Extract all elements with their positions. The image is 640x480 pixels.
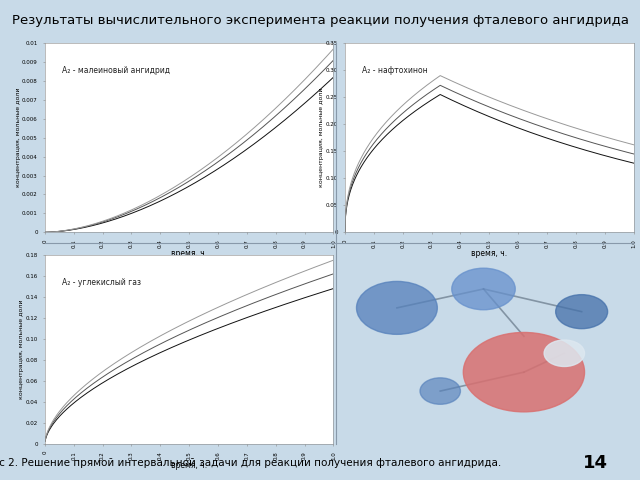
Circle shape [452,268,515,310]
Circle shape [420,378,460,404]
Text: 14: 14 [582,454,608,472]
Circle shape [356,281,437,335]
Y-axis label: концентрация, мольные доли: концентрация, мольные доли [16,88,20,188]
Y-axis label: концентрация, мольные доли: концентрация, мольные доли [319,88,324,188]
Circle shape [463,333,584,412]
Text: А₂ - малеиновый ангидрид: А₂ - малеиновый ангидрид [62,66,170,75]
X-axis label: время, ч.: время, ч. [171,249,207,258]
Y-axis label: концентрация, мольные доли: концентрация, мольные доли [19,300,24,399]
Text: А₂ - нафтохинон: А₂ - нафтохинон [362,66,428,75]
Text: Результаты вычислительного эксперимента реакции получения фталевого ангидрида: Результаты вычислительного эксперимента … [12,14,628,27]
X-axis label: время, ч.: время, ч. [471,249,508,258]
Circle shape [556,295,607,329]
Text: А₂ - углекислый газ: А₂ - углекислый газ [62,277,141,287]
Text: Рис 2. Решение прямой интервальной задачи для реакции получения фталевого ангидр: Рис 2. Решение прямой интервальной задач… [0,458,501,468]
X-axis label: время, ч.: время, ч. [171,461,207,470]
Circle shape [544,340,584,367]
